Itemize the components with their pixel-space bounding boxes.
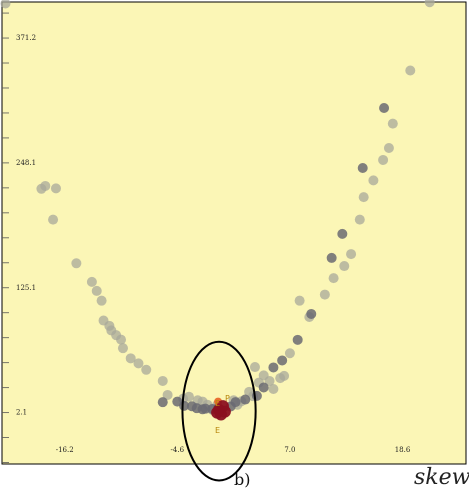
light-data-point bbox=[358, 192, 369, 203]
point-label: E bbox=[215, 399, 220, 408]
plot-background bbox=[1, 1, 467, 465]
point-labels: PEE bbox=[215, 394, 230, 435]
dark-data-point bbox=[277, 355, 288, 366]
light-data-point bbox=[383, 142, 394, 153]
light-data-point bbox=[50, 183, 61, 194]
dark-data-point bbox=[258, 382, 269, 393]
dark-data-point bbox=[357, 162, 368, 173]
x-axis-tick-labels: -16.2 -4.6 7.0 18.6 bbox=[56, 446, 411, 454]
x-tick-label: 18.6 bbox=[395, 446, 411, 454]
light-data-point bbox=[368, 175, 379, 186]
y-tick-label: 248.1 bbox=[16, 159, 36, 167]
dark-data-point bbox=[157, 397, 168, 408]
light-data-point bbox=[96, 295, 107, 306]
y-axis-tick-labels: 2.1 125.1 248.1 371.2 bbox=[16, 34, 36, 417]
dark-data-point bbox=[240, 394, 251, 405]
dark-data-point bbox=[230, 397, 241, 408]
light-data-point bbox=[71, 258, 82, 269]
point-label: P bbox=[225, 394, 230, 403]
annotation-ellipse bbox=[181, 340, 257, 482]
y-tick-label: 125.1 bbox=[16, 284, 36, 292]
light-data-point bbox=[116, 334, 127, 345]
dark-data-point bbox=[306, 308, 317, 319]
x-axis-title: skew bbox=[414, 465, 469, 490]
light-data-point bbox=[133, 358, 144, 369]
light-data-point bbox=[294, 295, 305, 306]
light-data-point bbox=[40, 180, 51, 191]
light-data-point bbox=[346, 249, 357, 260]
light-data-point bbox=[91, 285, 102, 296]
light-data-point bbox=[378, 154, 389, 165]
dark-data-point bbox=[379, 102, 390, 113]
x-tick-label: -4.6 bbox=[171, 446, 185, 454]
dark-data-point bbox=[326, 252, 337, 263]
light-data-point bbox=[0, 0, 11, 9]
highlight-data-point bbox=[216, 400, 229, 413]
light-data-point bbox=[125, 353, 136, 364]
light-data-point bbox=[319, 289, 330, 300]
light-data-point bbox=[339, 261, 350, 272]
light-data-point bbox=[162, 389, 173, 400]
light-data-point bbox=[48, 214, 59, 225]
panel-label: b) bbox=[234, 470, 250, 489]
light-data-point bbox=[157, 375, 168, 386]
y-tick-label: 2.1 bbox=[16, 409, 27, 417]
light-data-point bbox=[387, 118, 398, 129]
light-data-point bbox=[141, 364, 152, 375]
dark-data-point bbox=[268, 362, 279, 373]
light-data-point bbox=[249, 362, 260, 373]
light-data-point bbox=[354, 214, 365, 225]
dark-data-point bbox=[292, 334, 303, 345]
light-data-point bbox=[424, 0, 435, 8]
light-data-point bbox=[284, 348, 295, 359]
light-data-point bbox=[183, 391, 194, 402]
highlight-points-series bbox=[211, 397, 231, 421]
light-points-series bbox=[0, 0, 435, 415]
y-axis-ticks bbox=[2, 12, 9, 463]
x-tick-label: 7.0 bbox=[284, 446, 295, 454]
light-data-point bbox=[86, 276, 97, 287]
light-data-point bbox=[279, 370, 290, 381]
light-data-point bbox=[264, 375, 275, 386]
light-data-point bbox=[328, 273, 339, 284]
light-data-point bbox=[405, 65, 416, 76]
light-data-point bbox=[117, 343, 128, 354]
light-data-point bbox=[268, 383, 279, 394]
dark-data-point bbox=[337, 228, 348, 239]
x-tick-label: -16.2 bbox=[56, 446, 74, 454]
point-label: E bbox=[215, 426, 220, 435]
y-tick-label: 371.2 bbox=[16, 34, 36, 42]
dark-points-series bbox=[157, 102, 390, 415]
